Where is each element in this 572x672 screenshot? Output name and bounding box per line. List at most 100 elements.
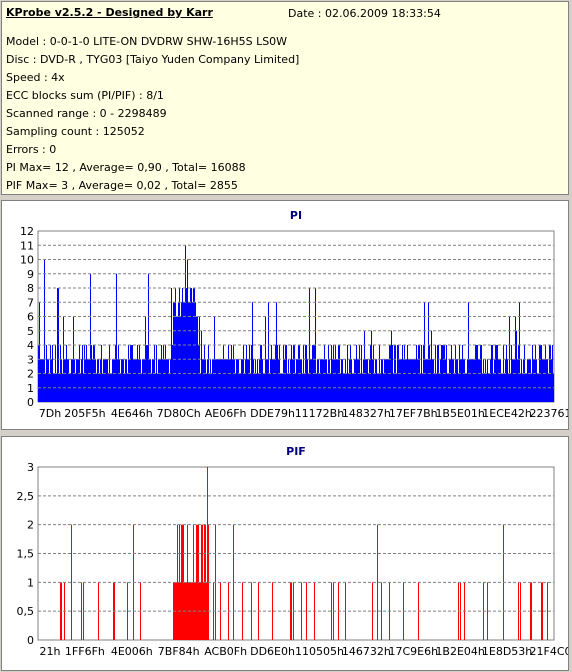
- scan-date: Date : 02.06.2009 18:33:54: [288, 7, 441, 20]
- pi-bar: [361, 345, 362, 402]
- pi-bar: [116, 273, 117, 402]
- pif-bar: [186, 582, 187, 640]
- pi-bar: [245, 359, 246, 402]
- pif-bar: [272, 582, 273, 640]
- pi-bar: [325, 359, 326, 402]
- pi-bar: [497, 345, 498, 402]
- pi-bar: [382, 359, 383, 402]
- pi-bar: [74, 359, 75, 402]
- pi-bar: [278, 359, 279, 402]
- pi-bar: [331, 345, 332, 402]
- pi-bar: [85, 359, 86, 402]
- pi-bar: [543, 359, 544, 402]
- pi-bar: [287, 373, 288, 402]
- pi-y-tick-label: 6: [27, 311, 34, 324]
- pi-bar: [403, 359, 404, 402]
- pif-chart-panel: PIF 0 0,5 1 1,5 2 2,5 3 21h 1FF6Fh 4E006h 7BF84h ACB…: [1, 436, 569, 671]
- pi-bar: [332, 359, 333, 402]
- info-errors: Errors : 0: [6, 143, 57, 156]
- pi-bar: [192, 302, 193, 402]
- pif-bar: [197, 524, 198, 640]
- pi-bar: [184, 302, 185, 402]
- pi-bar: [174, 302, 175, 402]
- pi-bar: [320, 359, 321, 402]
- pi-bar: [251, 345, 252, 402]
- pi-bar: [468, 302, 469, 402]
- pi-y-tick-label: 3: [27, 353, 34, 366]
- pif-bar: [377, 524, 378, 640]
- pi-y-tick-label: 4: [27, 339, 34, 352]
- pi-bar: [514, 359, 515, 402]
- pi-y-tick-label: 9: [27, 268, 34, 281]
- pi-bar: [68, 359, 69, 402]
- pif-bar: [372, 582, 373, 640]
- pif-chart: PIF 0 0,5 1 1,5 2 2,5 3 21h 1FF6Fh 4E006h 7BF84h ACB…: [17, 445, 569, 658]
- pi-bar: [318, 359, 319, 402]
- pi-bar: [421, 345, 422, 402]
- pi-bar: [541, 345, 542, 402]
- pi-bar: [72, 359, 73, 402]
- pi-bar: [248, 359, 249, 402]
- pi-bar: [486, 373, 487, 402]
- pi-bar: [284, 359, 285, 402]
- pi-bar: [103, 359, 104, 402]
- pif-y-tick-label: 1,5: [17, 548, 35, 561]
- pi-bar: [406, 359, 407, 402]
- pi-bar: [121, 359, 122, 402]
- pi-bar: [463, 359, 464, 402]
- pif-y-tick-label: 0: [27, 634, 34, 647]
- pi-bar: [117, 359, 118, 402]
- pif-y-tick-label: 2,5: [17, 490, 35, 503]
- app-title: KProbe v2.5.2 - Designed by Karr: [6, 6, 213, 19]
- pi-bar: [274, 359, 275, 402]
- pi-bar: [391, 330, 392, 402]
- pi-bar: [523, 359, 524, 402]
- pi-bar: [186, 288, 187, 402]
- pi-bar: [362, 373, 363, 402]
- pi-bar: [490, 359, 491, 402]
- pi-bar: [399, 359, 400, 402]
- pi-bar: [433, 359, 434, 402]
- pi-bar: [89, 359, 90, 402]
- pi-bar: [171, 288, 172, 402]
- pi-bar: [277, 345, 278, 402]
- pi-bar: [132, 345, 133, 402]
- pi-bar: [494, 359, 495, 402]
- pif-bar: [192, 582, 193, 640]
- pi-bar: [156, 345, 157, 402]
- pi-bar: [101, 345, 102, 402]
- pif-bar: [201, 524, 202, 640]
- pi-bar: [182, 288, 183, 402]
- pi-bar: [321, 359, 322, 402]
- pif-bar: [196, 524, 197, 640]
- pi-bar: [57, 288, 58, 402]
- pi-bar: [311, 359, 312, 402]
- pi-bar: [257, 359, 258, 402]
- pi-bar: [467, 359, 468, 402]
- pi-bar: [207, 359, 208, 402]
- pi-bar: [414, 359, 415, 402]
- pi-bar: [452, 359, 453, 402]
- pi-bar: [181, 302, 182, 402]
- pi-bar: [133, 359, 134, 402]
- pi-x-tick-label: 205F5h: [64, 407, 105, 420]
- pi-bar: [354, 359, 355, 402]
- pi-bar: [476, 345, 477, 402]
- pi-bar: [76, 359, 77, 402]
- pi-bar: [441, 345, 442, 402]
- pi-bar: [205, 359, 206, 402]
- pi-bar: [64, 359, 65, 402]
- pif-bar: [191, 582, 192, 640]
- pi-x-tick-label: 223761h: [530, 407, 568, 420]
- pif-bar: [81, 582, 82, 640]
- pif-y-tick-label: 1: [27, 576, 34, 589]
- pif-bar: [251, 582, 252, 640]
- pi-bar: [102, 373, 103, 402]
- pi-bar: [141, 373, 142, 402]
- pi-bar: [364, 330, 365, 402]
- pi-bar: [416, 345, 417, 402]
- pif-bar: [127, 582, 128, 640]
- pi-bar: [491, 345, 492, 402]
- pi-bar: [436, 373, 437, 402]
- pif-bar: [182, 524, 183, 640]
